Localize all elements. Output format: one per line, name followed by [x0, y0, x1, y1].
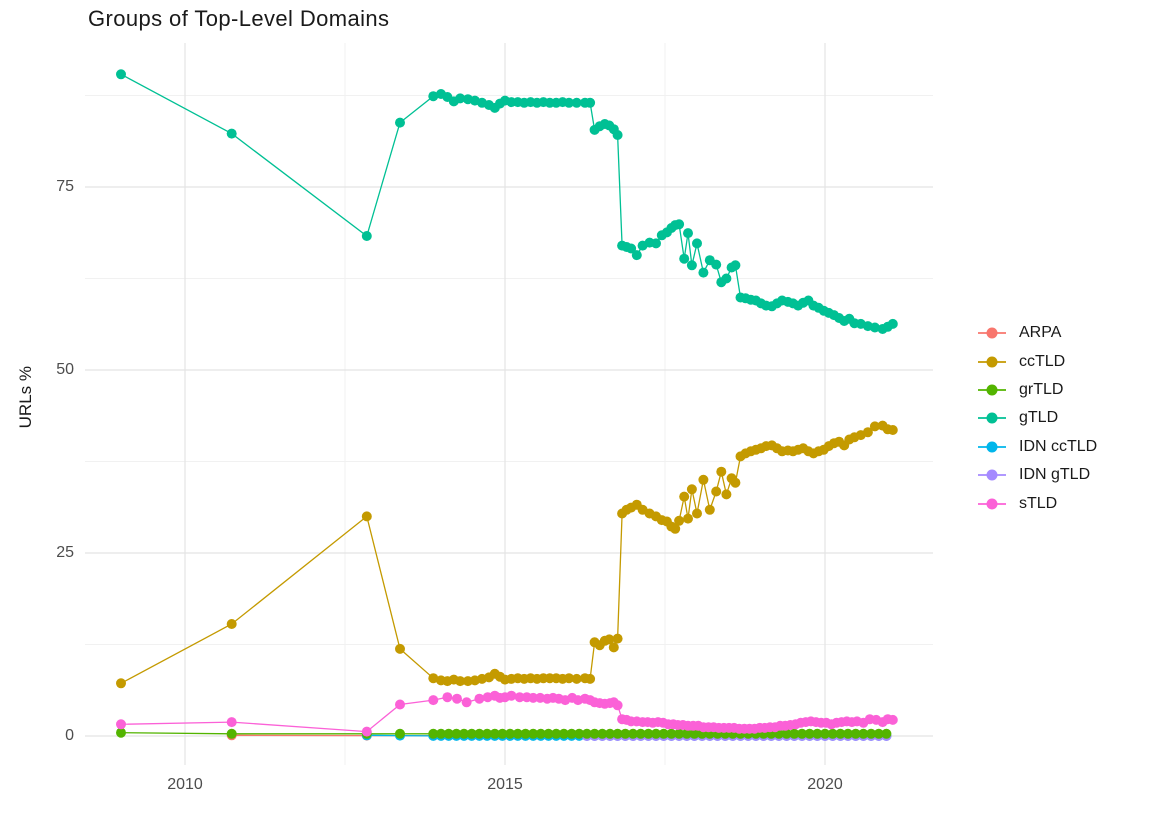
- series-cctld: [116, 420, 898, 689]
- legend-label: ARPA: [1019, 324, 1062, 342]
- chart-title: Groups of Top-Level Domains: [88, 6, 390, 31]
- series-stld: [116, 690, 898, 737]
- y-tick-label: 50: [56, 361, 74, 378]
- legend: ARPA ccTLD grTLD gTLD IDN ccTLD IDN gTLD sTLD: [977, 319, 1097, 518]
- legend-key-icon: [978, 412, 1006, 424]
- y-tick-label: 25: [56, 544, 74, 561]
- series-grtld: [116, 727, 892, 739]
- series-gtld: [116, 69, 898, 334]
- legend-key-icon: [978, 327, 1006, 339]
- legend-label: ccTLD: [1019, 352, 1066, 370]
- legend-label: IDN ccTLD: [1019, 437, 1098, 455]
- x-tick-label: 2010: [167, 776, 203, 793]
- legend-entry-grtld: grTLD: [977, 376, 1097, 404]
- legend-entry-idn-cctld: IDN ccTLD: [977, 433, 1097, 461]
- x-tick-label: 2020: [807, 776, 843, 793]
- legend-key-icon: [978, 384, 1006, 396]
- legend-key-icon: [978, 498, 1006, 510]
- y-tick-label: 0: [65, 727, 74, 744]
- legend-entry-arpa: ARPA: [977, 319, 1097, 347]
- legend-key-icon: [978, 469, 1006, 481]
- x-tick-label: 2015: [487, 776, 523, 793]
- legend-entry-idn-gtld: IDN gTLD: [977, 461, 1097, 489]
- legend-key-icon: [978, 441, 1006, 453]
- legend-label: gTLD: [1019, 409, 1059, 427]
- legend-entry-gtld: gTLD: [977, 404, 1097, 432]
- legend-entry-cctld: ccTLD: [977, 347, 1097, 375]
- y-tick-label: 75: [56, 178, 74, 195]
- legend-label: grTLD: [1019, 380, 1064, 398]
- gridlines: [85, 43, 933, 765]
- legend-entry-stld: sTLD: [977, 489, 1097, 517]
- legend-label: IDN gTLD: [1019, 466, 1091, 484]
- legend-key-icon: [978, 356, 1006, 368]
- legend-label: sTLD: [1019, 494, 1058, 512]
